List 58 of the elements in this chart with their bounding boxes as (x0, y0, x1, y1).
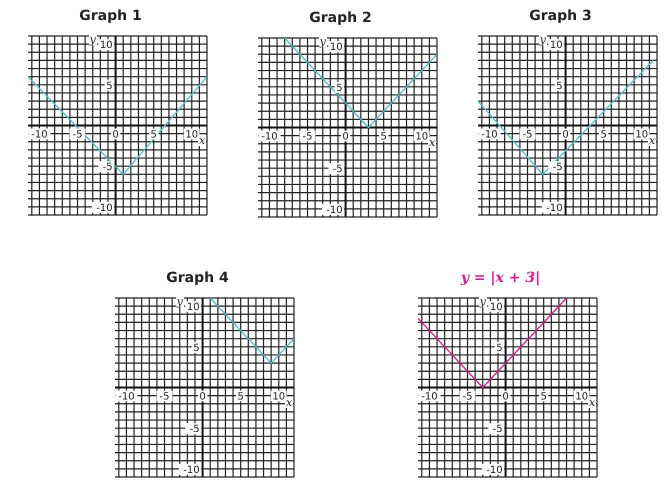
x-axis-title: x (198, 134, 206, 146)
x-axis-title: x (428, 136, 436, 148)
y-axis-title: y (318, 35, 327, 48)
x-tick-label: -10 (421, 392, 438, 402)
y-tick-label: 5 (556, 80, 563, 92)
y-tick-label: -10 (326, 204, 343, 216)
x-tick-label: 5 (540, 392, 547, 402)
x-tick-label: 5 (600, 130, 607, 140)
y-axis-title: y (88, 33, 97, 46)
x-tick-label: 10 (575, 392, 588, 402)
x-axis-title: x (285, 396, 294, 408)
y-tick-label: -10 (546, 202, 563, 214)
y-tick-label: 5 (193, 342, 200, 354)
x-tick-label: -5 (462, 392, 473, 402)
y-tick-label: 10 (490, 302, 503, 314)
y-tick-label: 10 (100, 40, 113, 52)
y-tick-label: 5 (106, 80, 113, 92)
y-axis-title: y (176, 295, 184, 308)
x-tick-label: -5 (160, 392, 170, 402)
x-axis-title: x (648, 134, 656, 146)
x-tick-label: 10 (635, 130, 648, 140)
y-tick-label: -5 (190, 424, 200, 436)
chart-title: y = |x + 3| (460, 270, 542, 288)
y-tick-label: 10 (186, 302, 200, 314)
y-axis-title: y (538, 33, 547, 46)
x-tick-label: -10 (261, 132, 278, 142)
x-tick-label: 0 (342, 132, 349, 142)
y-tick-label: -10 (486, 464, 503, 476)
y-tick-label: 10 (330, 42, 343, 54)
x-tick-label: 0 (562, 130, 569, 140)
chart-title: Graph 2 (308, 10, 373, 28)
y-tick-label: 10 (550, 40, 563, 52)
chart-title: Graph 4 (165, 270, 230, 288)
chart-title: Graph 1 (78, 8, 143, 26)
x-tick-label: 10 (415, 132, 428, 142)
x-tick-label: 5 (150, 130, 157, 140)
y-tick-label: 5 (336, 82, 343, 94)
y-tick-label: -5 (332, 164, 343, 176)
y-tick-label: -10 (96, 202, 113, 214)
x-tick-label: 0 (199, 392, 206, 402)
x-tick-label: -10 (31, 130, 48, 140)
chart-title: Graph 3 (528, 8, 593, 26)
y-axis-title: y (478, 295, 487, 308)
x-tick-label: 0 (502, 392, 509, 402)
x-tick-label: 5 (237, 392, 244, 402)
y-tick-label: -5 (102, 162, 113, 174)
x-tick-label: -5 (302, 132, 313, 142)
y-tick-label: 5 (496, 342, 503, 354)
y-tick-label: -5 (552, 162, 563, 174)
x-tick-label: 0 (112, 130, 119, 140)
x-tick-label: -10 (118, 392, 135, 402)
x-tick-label: -5 (522, 130, 533, 140)
x-tick-label: 5 (380, 132, 387, 142)
x-tick-label: 10 (272, 392, 286, 402)
y-tick-label: -10 (183, 464, 200, 476)
y-tick-label: -5 (492, 424, 503, 436)
x-axis-title: x (588, 396, 596, 408)
x-tick-label: -5 (72, 130, 83, 140)
